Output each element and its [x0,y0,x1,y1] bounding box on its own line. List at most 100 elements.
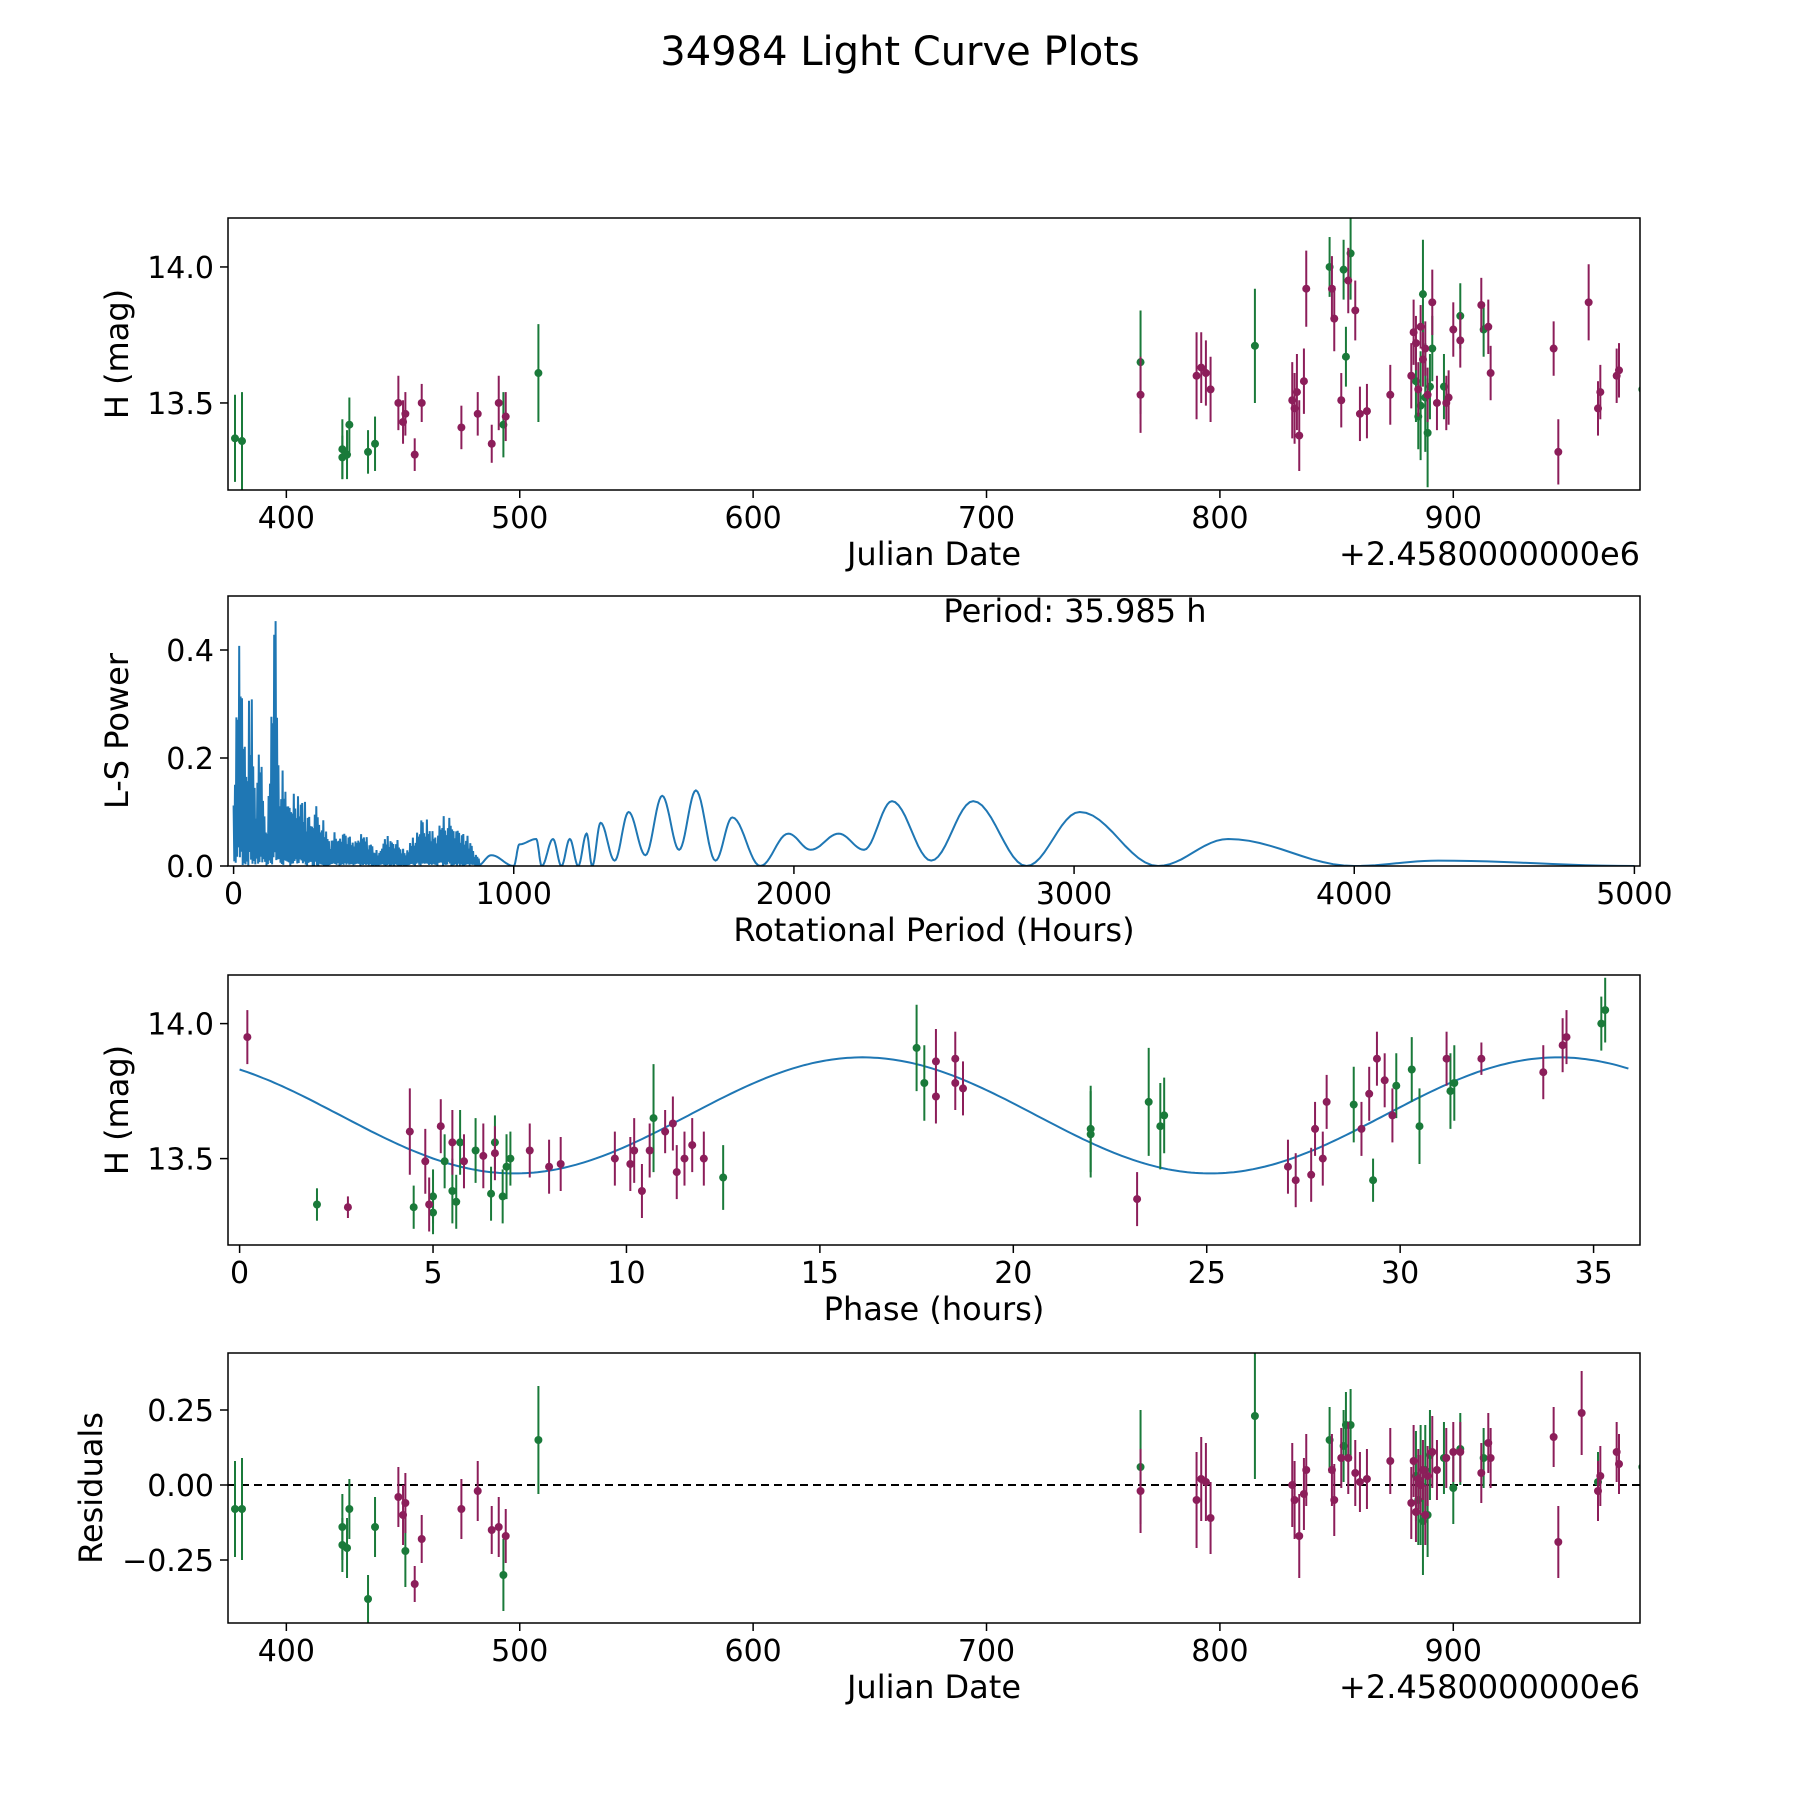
magenta-point [1386,390,1395,399]
magenta-point [1283,1162,1292,1171]
green-point [1449,1484,1458,1492]
magenta-point [637,1187,646,1195]
magenta-point [1201,369,1210,378]
magenta-point [1291,1176,1300,1185]
magenta-point [1302,284,1311,293]
magenta-point [1554,447,1563,456]
green-point [912,1043,921,1052]
magenta-point [394,1493,403,1501]
magenta-point [1477,1469,1486,1477]
magenta-point [1484,322,1493,331]
residuals-plot-area [228,1353,1640,1623]
magenta-point [1407,371,1416,380]
magenta-point [1449,1448,1458,1456]
magenta-point [425,1200,434,1209]
magenta-point [401,409,410,418]
green-point [429,1192,438,1201]
green-point [1250,341,1259,350]
magenta-point [1442,1054,1451,1063]
magenta-point [1444,393,1453,402]
x-tick-label: 2000 [756,877,832,912]
x-tick-label: 700 [958,1634,1015,1669]
magenta-point [626,1160,635,1168]
magenta-point [448,1138,457,1147]
magenta-point [1133,1195,1142,1204]
y-axis-label: H (mag) [98,1045,136,1175]
panel-light-curve: 400 500 600 700 800 900 13.5 14.0 Julian Date H (… [98,217,1641,573]
magenta-point [1307,1170,1316,1179]
magenta-point [1456,1448,1465,1456]
magenta-point [1577,1409,1586,1417]
green-point [1339,265,1348,274]
magenta-point [1330,1496,1339,1504]
green-point [534,369,543,378]
green-point [498,1192,507,1201]
x-tick-label: 0 [230,1256,249,1291]
magenta-point [487,439,496,448]
magenta-point [1192,1496,1201,1504]
green-point [534,1436,543,1444]
magenta-point [699,1154,708,1163]
magenta-point [1486,369,1495,378]
periodogram-line [232,621,1635,866]
magenta-point [459,1157,468,1166]
x-tick-label: 25 [1188,1256,1226,1291]
x-tick-label: 30 [1381,1256,1419,1291]
magenta-point [1322,1097,1331,1106]
panel-periodogram: 0 1000 2000 3000 4000 5000 0.0 0.2 0.4 Rotational… [98,592,1673,949]
green-point [1601,1006,1610,1015]
y-tick-label: 0.0 [166,850,214,885]
y-axis-label: H (mag) [98,289,136,419]
x-tick-label: 600 [724,501,781,536]
x-tick-label: 500 [491,501,548,536]
y-tick-label: 14.0 [147,1008,214,1043]
magenta-point [501,412,510,421]
magenta-point [661,1127,670,1136]
green-point [1144,1097,1153,1106]
magenta-point [243,1033,252,1042]
green-point [649,1114,658,1123]
magenta-point [610,1154,619,1163]
magenta-point [1596,1472,1605,1480]
magenta-point [1344,276,1353,285]
magenta-point [1351,1469,1360,1477]
x-tick-label: 500 [491,1634,548,1669]
x-tick-label: 900 [1425,501,1482,536]
green-point [345,420,354,429]
green-point [238,437,247,446]
x-tick-label: 15 [801,1256,839,1291]
light-curve-plot-area [231,218,1640,490]
green-point [312,1200,321,1209]
green-point [440,1157,449,1166]
panel-phased: 0 5 10 15 20 25 30 35 13.5 14.0 Phase (hours) H (ma… [98,974,1641,1328]
x-tick-label: 800 [1191,501,1248,536]
magenta-point [1432,398,1441,407]
magenta-point [343,1203,352,1212]
magenta-point [1456,336,1465,345]
x-tick-label: 1000 [476,877,552,912]
x-tick-label: 20 [994,1256,1032,1291]
magenta-point [1409,1457,1418,1465]
magenta-point [1311,1124,1320,1133]
magenta-point [1423,1472,1432,1480]
magenta-point [1562,1033,1571,1042]
magenta-point [401,1499,410,1507]
x-tick-label: 5000 [1596,877,1672,912]
magenta-point [1411,1508,1420,1516]
magenta-point [1380,1076,1389,1085]
green-point [371,439,380,448]
magenta-point [672,1168,681,1177]
magenta-point [1558,1041,1567,1050]
magenta-point [1421,1511,1430,1519]
magenta-point [479,1151,488,1160]
magenta-point [421,1157,430,1166]
magenta-point [931,1057,940,1066]
y-tick-label: 0.00 [147,1469,214,1504]
magenta-point [645,1146,654,1155]
magenta-point [1357,1124,1366,1133]
x-offset-label: +2.4580000000e6 [1339,535,1640,573]
axes-frame [227,595,1641,867]
y-axis-label: Residuals [72,1412,110,1564]
x-axis-label: Phase (hours) [824,1290,1045,1328]
